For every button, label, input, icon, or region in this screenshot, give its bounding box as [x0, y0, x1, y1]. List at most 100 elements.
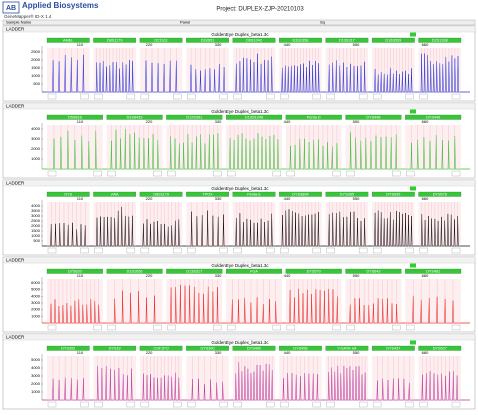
marker-box — [46, 268, 103, 274]
allele-box — [47, 247, 57, 254]
marker-box — [279, 345, 322, 351]
y-tick-label: 1500 — [31, 228, 41, 233]
allele-box — [187, 401, 196, 408]
panel-title: GoldenEye Duplex_beta1.3c — [211, 109, 269, 114]
x-tick-label: 550 — [353, 42, 360, 47]
bin-area — [47, 356, 90, 400]
x-tick-label: 110 — [77, 273, 84, 278]
x-tick-label: 660 — [422, 42, 429, 47]
allele-box — [406, 324, 415, 331]
marker-label: DYS449 — [426, 115, 440, 119]
x-tick-label: 660 — [422, 196, 429, 201]
allele-box — [219, 247, 228, 254]
trace — [42, 53, 470, 93]
marker-box — [279, 37, 322, 43]
allele-box — [219, 93, 228, 100]
y-tick-label: 3000 — [31, 373, 41, 378]
allele-box — [167, 324, 176, 331]
y-tick-label: 2000 — [31, 223, 41, 228]
bin-area — [345, 125, 402, 169]
allele-box — [419, 93, 428, 100]
allele-box — [226, 324, 236, 331]
allele-box — [233, 247, 242, 254]
allele-box — [372, 93, 382, 100]
x-tick-label: 110 — [77, 196, 84, 201]
allele-box — [212, 324, 222, 331]
trace — [42, 206, 470, 247]
panel-flag — [410, 109, 416, 114]
marker-box — [325, 37, 369, 43]
y-tick-label: 4000 — [31, 126, 41, 131]
y-tick-label: 1000 — [31, 156, 41, 161]
bin-area — [47, 48, 90, 92]
allele-box — [140, 247, 150, 254]
marker-label: D13S317 — [186, 269, 202, 273]
allele-box — [140, 93, 150, 100]
x-tick-label: 330 — [215, 119, 222, 124]
marker-label: DYS448 — [366, 115, 380, 119]
bin-area — [186, 356, 229, 400]
allele-box — [326, 93, 335, 100]
allele-box — [272, 170, 282, 177]
x-tick-label: 660 — [422, 273, 429, 278]
marker-label: D5S818 — [68, 115, 82, 119]
marker-box — [166, 114, 223, 120]
allele-box — [212, 170, 222, 177]
x-tick-label: 660 — [422, 350, 429, 355]
y-tick-label: 1000 — [31, 389, 41, 394]
allele-box — [392, 324, 401, 331]
panel-bar — [2, 25, 476, 33]
marker-box — [106, 114, 163, 120]
marker-box — [418, 37, 462, 43]
marker-box — [232, 37, 276, 43]
marker-label: DYS481 — [426, 269, 440, 273]
y-tick-label: 2000 — [31, 57, 41, 62]
marker-label: D18S51 — [201, 38, 215, 42]
allele-box — [187, 93, 196, 100]
allele-box — [107, 170, 116, 177]
marker-box — [139, 191, 183, 197]
marker-box — [285, 268, 342, 274]
marker-label: D1S1656 — [127, 269, 143, 273]
allele-box — [93, 324, 102, 331]
marker-label: D10S1248 — [245, 115, 263, 119]
allele-box — [405, 93, 414, 100]
marker-label: TPOX — [202, 192, 213, 196]
y-tick-label: 2000 — [31, 146, 41, 151]
marker-box — [46, 191, 90, 197]
allele-box — [358, 401, 368, 408]
y-tick-label: 500 — [33, 81, 40, 86]
y-tick-label: 5000 — [31, 357, 41, 362]
marker-label: Penta E — [247, 192, 261, 196]
allele-box — [173, 93, 182, 100]
x-tick-label: 220 — [146, 350, 153, 355]
marker-box — [325, 345, 369, 351]
allele-box — [173, 247, 182, 254]
allele-box — [451, 247, 461, 254]
panel-flag — [410, 340, 416, 345]
marker-box — [93, 37, 137, 43]
marker-box — [186, 37, 229, 43]
marker-label: D12S391 — [186, 115, 202, 119]
sample: LADDER — [6, 180, 25, 185]
y-tick-label: 2500 — [31, 218, 41, 223]
bin-area — [106, 279, 163, 323]
marker-label: DYS19 — [109, 346, 121, 350]
bin-area — [418, 356, 461, 400]
marker-box — [345, 268, 402, 274]
allele-box — [47, 170, 57, 177]
trace — [42, 284, 470, 324]
sample: LADDER — [6, 26, 25, 31]
y-tick-label: 4000 — [31, 293, 41, 298]
panel-bar — [2, 179, 476, 187]
x-tick-label: 550 — [353, 119, 360, 124]
marker-label: DYS392 — [61, 346, 75, 350]
x-tick-label: 220 — [146, 119, 153, 124]
allele-box — [47, 401, 57, 408]
bin-area — [405, 279, 461, 323]
software: GeneMapper® ID-X 1.4 — [4, 13, 52, 19]
marker-label: D8S1179 — [153, 192, 169, 196]
column: Panel — [180, 20, 190, 25]
y-tick-label: 1000 — [31, 233, 41, 238]
